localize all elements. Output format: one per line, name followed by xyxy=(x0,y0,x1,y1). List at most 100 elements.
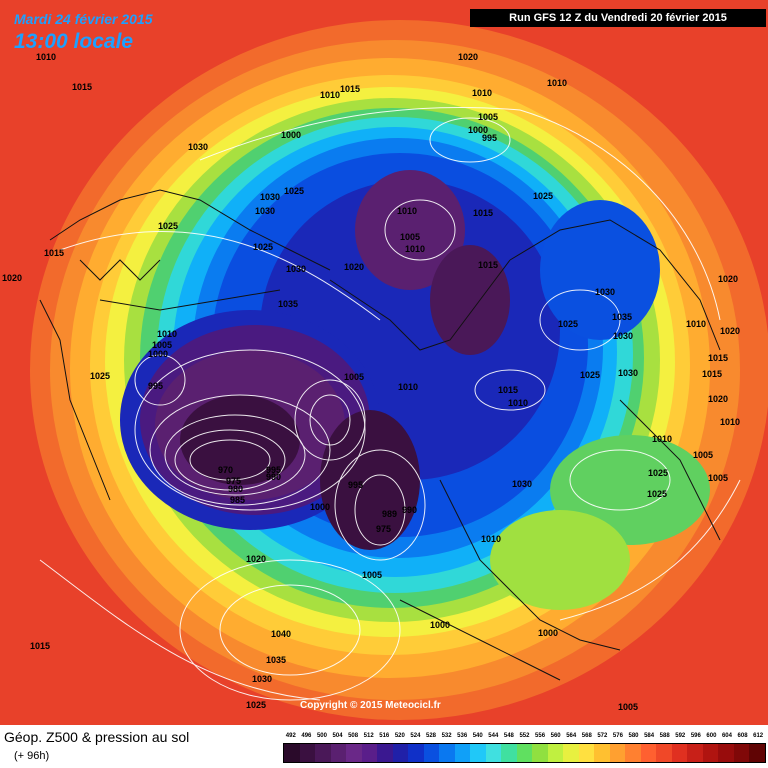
pressure-label: 990 xyxy=(266,472,281,482)
pressure-label: 1015 xyxy=(72,82,92,92)
scale-swatch xyxy=(563,744,579,762)
pressure-label: 1025 xyxy=(558,319,578,329)
scale-tick-label: 564 xyxy=(566,733,577,739)
scale-tick-label: 496 xyxy=(301,733,312,739)
scale-swatch xyxy=(547,744,564,762)
pressure-label: 1015 xyxy=(478,260,498,270)
pressure-label: 1035 xyxy=(612,312,632,322)
pressure-label: 1025 xyxy=(648,468,668,478)
scale-swatch xyxy=(423,744,440,762)
scale-tick-label: 572 xyxy=(597,733,608,739)
pressure-label: 1030 xyxy=(252,674,272,684)
scale-tick-label: 544 xyxy=(488,733,499,739)
scale-swatch xyxy=(377,744,393,762)
scale-tick-label: 552 xyxy=(519,733,530,739)
scale-tick-label: 492 xyxy=(285,733,296,739)
pressure-label: 1020 xyxy=(2,273,22,283)
pressure-label: 1015 xyxy=(340,84,360,94)
scale-swatches xyxy=(283,743,766,763)
pressure-label: 995 xyxy=(482,133,497,143)
scale-swatch xyxy=(578,744,595,762)
pressure-label: 1015 xyxy=(498,385,518,395)
scale-swatch xyxy=(501,744,517,762)
scale-tick-label: 596 xyxy=(690,733,701,739)
pressure-label: 1005 xyxy=(152,340,172,350)
scale-tick-label: 528 xyxy=(425,733,436,739)
pressure-label: 1010 xyxy=(472,88,492,98)
product-title: Géop. Z500 & pression au sol xyxy=(4,729,190,745)
scale-swatch xyxy=(718,744,734,762)
pressure-label: 1010 xyxy=(405,244,425,254)
scale-tick-label: 608 xyxy=(737,733,748,739)
scale-tick-label: 536 xyxy=(457,733,468,739)
pressure-label: 1030 xyxy=(613,331,633,341)
scale-swatch xyxy=(733,744,750,762)
pressure-label: 1030 xyxy=(618,368,638,378)
pressure-label: 1000 xyxy=(468,125,488,135)
scale-swatch xyxy=(346,744,362,762)
scale-tick-label: 524 xyxy=(410,733,421,739)
scale-tick-label: 600 xyxy=(706,733,717,739)
pressure-label: 1020 xyxy=(458,52,478,62)
pressure-label: 1025 xyxy=(533,191,553,201)
pressure-label: 1000 xyxy=(310,502,330,512)
scale-swatch xyxy=(532,744,548,762)
scale-swatch xyxy=(454,744,471,762)
pressure-label: 1010 xyxy=(481,534,501,544)
scale-swatch xyxy=(284,744,300,762)
scale-tick-label: 508 xyxy=(348,733,359,739)
pressure-label: 1005 xyxy=(478,112,498,122)
pressure-label: 1040 xyxy=(271,629,291,639)
pressure-label: 1005 xyxy=(344,372,364,382)
scale-swatch xyxy=(640,744,657,762)
scale-swatch xyxy=(408,744,424,762)
forecast-lead-time: (+ 96h) xyxy=(14,750,50,762)
model-run-banner: Run GFS 12 Z du Vendredi 20 février 2015 xyxy=(470,9,766,27)
scale-tick-label: 560 xyxy=(550,733,561,739)
pressure-label: 995 xyxy=(266,465,281,475)
pressure-labels: 1010 1015 1030 1020 1025 1015 1030 1025 … xyxy=(2,52,740,712)
scale-swatch xyxy=(702,744,719,762)
pressure-label: 1010 xyxy=(652,434,672,444)
scale-swatch xyxy=(516,744,533,762)
pressure-label: 1000 xyxy=(538,628,558,638)
scale-swatch xyxy=(625,744,641,762)
scale-tick-label: 540 xyxy=(472,733,483,739)
pressure-label: 1035 xyxy=(266,655,286,665)
pressure-label: 990 xyxy=(402,505,417,515)
pressure-label: 1005 xyxy=(693,450,713,460)
pressure-label: 1025 xyxy=(580,370,600,380)
scale-swatch xyxy=(656,744,672,762)
scale-tick-label: 588 xyxy=(659,733,670,739)
scale-tick-label: 500 xyxy=(316,733,327,739)
pressure-label: 1015 xyxy=(30,641,50,651)
scale-tick-label: 532 xyxy=(441,733,452,739)
scale-swatch xyxy=(315,744,331,762)
pressure-label: 1020 xyxy=(344,262,364,272)
scale-tick-label: 592 xyxy=(675,733,686,739)
scale-tick-label: 612 xyxy=(753,733,764,739)
pressure-label: 975 xyxy=(376,524,391,534)
pressure-label: 975 xyxy=(226,476,241,486)
pressure-label: 1005 xyxy=(618,702,638,712)
forecast-time-label: 13:00 locale xyxy=(14,30,134,53)
pressure-label: 970 xyxy=(218,465,233,475)
scale-swatch xyxy=(299,744,316,762)
pressure-label: 1020 xyxy=(246,554,266,564)
pressure-label: 1020 xyxy=(720,326,740,336)
scale-swatch xyxy=(749,744,765,762)
scale-swatch xyxy=(392,744,409,762)
pressure-label: 1005 xyxy=(362,570,382,580)
pressure-label: 1010 xyxy=(720,417,740,427)
pressure-label: 989 xyxy=(382,509,397,519)
pressure-label: 1000 xyxy=(148,349,168,359)
pressure-label: 1000 xyxy=(281,130,301,140)
pressure-label: 1030 xyxy=(255,206,275,216)
scale-swatch xyxy=(361,744,378,762)
scale-tick-label: 584 xyxy=(644,733,655,739)
pressure-label: 1025 xyxy=(246,700,266,710)
scale-tick-label: 512 xyxy=(363,733,374,739)
pressure-label: 1015 xyxy=(708,353,728,363)
pressure-label: 1010 xyxy=(508,398,528,408)
pressure-label: 1030 xyxy=(260,192,280,202)
